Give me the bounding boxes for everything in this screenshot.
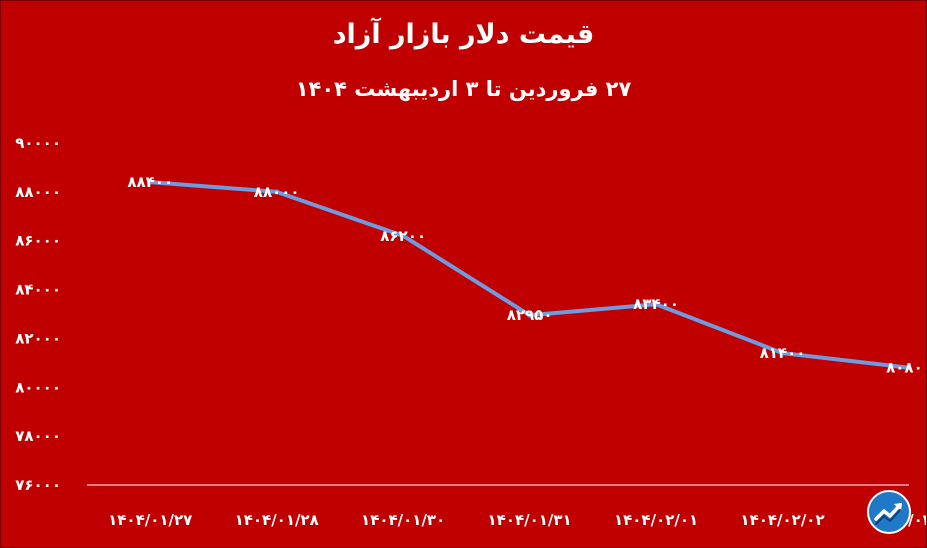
data-label: ۸۸۰۰۰	[254, 183, 300, 201]
x-tick-label: ۱۴۰۴/۰۱/۳۱	[488, 511, 572, 529]
data-point	[147, 179, 153, 185]
chart-subtitle: ۲۷ فروردین تا ۳ اردیبهشت ۱۴۰۴	[295, 77, 632, 101]
y-tick-label: ۸۴۰۰۰	[15, 281, 61, 299]
y-tick-label: ۹۰۰۰۰	[15, 134, 61, 152]
y-tick-label: ۸۲۰۰۰	[15, 329, 61, 347]
series-line	[148, 180, 911, 370]
data-label: ۸۸۴۰۰	[127, 173, 173, 191]
data-point	[527, 312, 533, 318]
y-tick-label: ۷۶۰۰۰	[15, 476, 61, 494]
y-tick-label: ۸۶۰۰۰	[15, 232, 61, 250]
x-tick-label: ۱۴۰۴/۰۲/۰۲	[740, 511, 824, 529]
data-point	[780, 350, 786, 356]
trend-arrow-logo-icon	[867, 490, 911, 534]
data-point	[906, 365, 912, 371]
data-label: ۸۲۹۵۰	[507, 306, 553, 324]
y-tick-label: ۷۸۰۰۰	[15, 427, 61, 445]
data-point	[400, 233, 406, 239]
data-point	[274, 189, 280, 195]
data-label: ۸۶۲۰۰	[380, 227, 426, 245]
x-tick-label: ۱۴۰۴/۰۱/۳۰	[361, 511, 445, 529]
y-tick-label: ۸۰۰۰۰	[15, 378, 61, 396]
x-tick-label: ۱۴۰۴/۰۱/۲۷	[108, 511, 192, 529]
y-tick-label: ۸۸۰۰۰	[15, 183, 61, 201]
x-tick-label: ۱۴۰۴/۰۱/۲۸	[235, 511, 319, 529]
data-label: ۸۱۴۰۰	[760, 344, 806, 362]
data-label: ۸۳۴۰۰	[633, 295, 679, 313]
data-label: ۸۰۸۰۰	[886, 359, 926, 377]
x-tick-label: ۱۴۰۴/۰۲/۰۱	[614, 511, 698, 529]
chart-title: قیمت دلار بازار آزاد	[332, 19, 595, 50]
data-point	[653, 301, 659, 307]
